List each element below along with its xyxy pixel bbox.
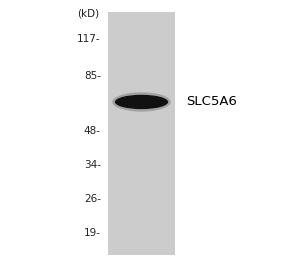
Text: (kD): (kD) (77, 8, 99, 18)
Text: SLC5A6: SLC5A6 (186, 96, 237, 109)
Text: 117-: 117- (77, 34, 101, 44)
Bar (108, 12, 175, 255)
Text: 26-: 26- (84, 194, 101, 204)
Text: 34-: 34- (84, 160, 101, 170)
Ellipse shape (112, 92, 171, 112)
Text: 19-: 19- (84, 228, 101, 238)
Text: 85-: 85- (84, 71, 101, 81)
Text: 48-: 48- (84, 126, 101, 136)
Ellipse shape (115, 95, 168, 109)
